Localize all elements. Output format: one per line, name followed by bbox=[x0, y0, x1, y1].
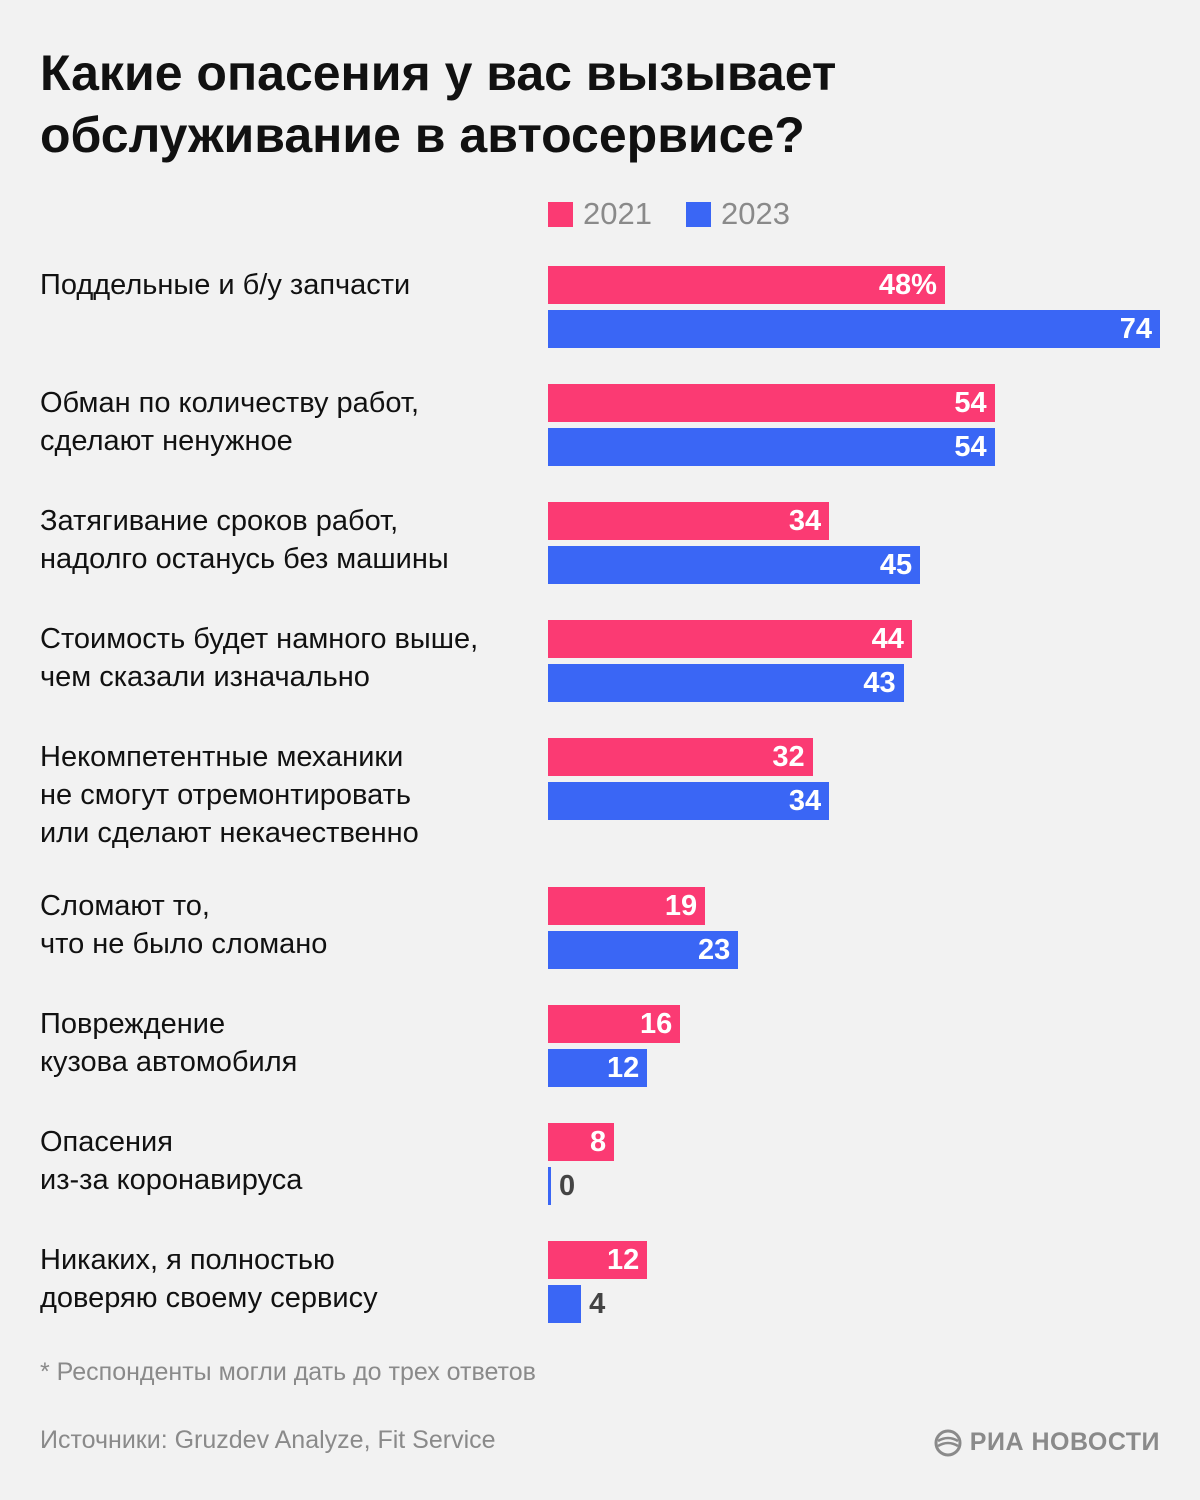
legend-item-2021: 2021 bbox=[548, 196, 652, 232]
category-label: Стоимость будет намного выше, чем сказали… bbox=[40, 620, 540, 696]
ria-globe-icon bbox=[934, 1429, 962, 1456]
bar-2023 bbox=[548, 782, 830, 820]
category-label-line: Сломают то, bbox=[40, 890, 210, 922]
bar-value-label: 0 bbox=[559, 1170, 576, 1202]
category-label-line: чем сказали изначально bbox=[40, 661, 370, 693]
category-label-line: кузова автомобиля bbox=[40, 1046, 298, 1078]
bar-value-label: 19 bbox=[664, 890, 698, 922]
category-label-line: Опасения bbox=[40, 1126, 173, 1158]
bar-2023 bbox=[548, 664, 904, 702]
category-label: Повреждение кузова автомобиля bbox=[40, 1005, 540, 1081]
category-label-line: Некомпетентные механики bbox=[40, 741, 404, 773]
ria-logo: РИА НОВОСТИ bbox=[934, 1428, 1160, 1457]
bar-value-label: 12 bbox=[606, 1244, 640, 1276]
category-label-line: надолго останусь без машины bbox=[40, 543, 449, 575]
bar-2023 bbox=[548, 1167, 551, 1205]
source-text: Источники: Gruzdev Analyze, Fit Service bbox=[40, 1426, 496, 1454]
bar-value-label: 34 bbox=[788, 785, 822, 817]
category-label-line: Стоимость будет намного выше, bbox=[40, 623, 479, 655]
bar-2021 bbox=[548, 1123, 615, 1161]
category-label: Затягивание сроков работ, надолго останус… bbox=[40, 502, 540, 578]
bar-value-label: 54 bbox=[954, 431, 987, 463]
footnote: * Респонденты могли дать до трех ответов bbox=[40, 1358, 536, 1386]
legend-item-2023: 2023 bbox=[685, 196, 790, 232]
bar-2021 bbox=[548, 620, 912, 658]
bar-value-label: 44 bbox=[871, 623, 904, 655]
category-label-line: Затягивание сроков работ, bbox=[40, 505, 399, 537]
bar-value-label: 34 bbox=[788, 505, 822, 537]
category-label: Обман по количеству работ, сделают ненужн… bbox=[40, 384, 540, 460]
bar-value-label: 43 bbox=[863, 667, 896, 699]
bar-value-label: 45 bbox=[879, 549, 913, 581]
bar-value-label: 4 bbox=[589, 1288, 606, 1320]
bar-2021 bbox=[548, 502, 830, 540]
bar-2021 bbox=[548, 887, 706, 925]
category-label-line: Обман по количеству работ, bbox=[40, 387, 420, 419]
category-label-line: Повреждение bbox=[40, 1008, 226, 1040]
bar-value-label: 23 bbox=[697, 934, 731, 966]
bar-value-label: 16 bbox=[640, 1008, 673, 1040]
category-label: Некомпетентные механики не смогут отремон… bbox=[40, 738, 540, 852]
category-label-line: из-за коронавируса bbox=[40, 1164, 303, 1196]
legend-label-2021: 2021 bbox=[583, 196, 652, 231]
category-label-line: сделают ненужное bbox=[40, 425, 293, 457]
category-label: Поддельные и б/у запчасти bbox=[40, 266, 540, 304]
category-label-line: Никаких, я полностью bbox=[40, 1244, 335, 1276]
bar-2023 bbox=[548, 931, 739, 969]
legend-swatch-2021 bbox=[548, 201, 573, 227]
bar-2023 bbox=[548, 1049, 648, 1087]
bar-value-label: 48% bbox=[878, 269, 937, 301]
chart-title-line-2: обслуживание в автосервисе? bbox=[40, 107, 805, 163]
bar-2021 bbox=[548, 384, 995, 422]
bar-value-label: 8 bbox=[590, 1126, 607, 1158]
logo-text: РИА НОВОСТИ bbox=[969, 1428, 1160, 1456]
category-label-line: не смогут отремонтировать bbox=[40, 779, 411, 811]
bar-value-label: 32 bbox=[772, 741, 805, 773]
bar-2021 bbox=[548, 738, 813, 776]
category-label: Никаких, я полностью доверяю своему серви… bbox=[40, 1241, 540, 1317]
legend: 2021 2023 bbox=[548, 196, 790, 232]
category-label-line: доверяю своему сервису bbox=[40, 1282, 378, 1314]
category-label: Сломают то, что не было сломано bbox=[40, 887, 540, 963]
chart-title-line-1: Какие опасения у вас вызывает bbox=[40, 45, 837, 101]
bar-2023 bbox=[548, 428, 995, 466]
bar-value-label: 54 bbox=[954, 387, 987, 419]
category-label-line: Поддельные и б/у запчасти bbox=[40, 269, 411, 301]
bar-2023 bbox=[548, 1285, 582, 1323]
chart-title: Какие опасения у вас вызывает обслуживан… bbox=[40, 42, 1160, 166]
category-label-line: что не было сломано bbox=[40, 928, 328, 960]
bar-2021 bbox=[548, 1241, 648, 1279]
bar-2023 bbox=[548, 310, 1160, 348]
bar-2021 bbox=[548, 1005, 681, 1043]
category-label-line: или сделают некачественно bbox=[40, 817, 419, 849]
bar-2023 bbox=[548, 546, 921, 584]
bar-value-label: 74 bbox=[1119, 313, 1152, 345]
legend-swatch-2023 bbox=[685, 201, 711, 227]
legend-label-2023: 2023 bbox=[720, 196, 790, 231]
bar-value-label: 12 bbox=[606, 1052, 640, 1084]
category-label: Опасения из-за коронавируса bbox=[40, 1123, 540, 1199]
bar-2021 bbox=[548, 266, 945, 304]
